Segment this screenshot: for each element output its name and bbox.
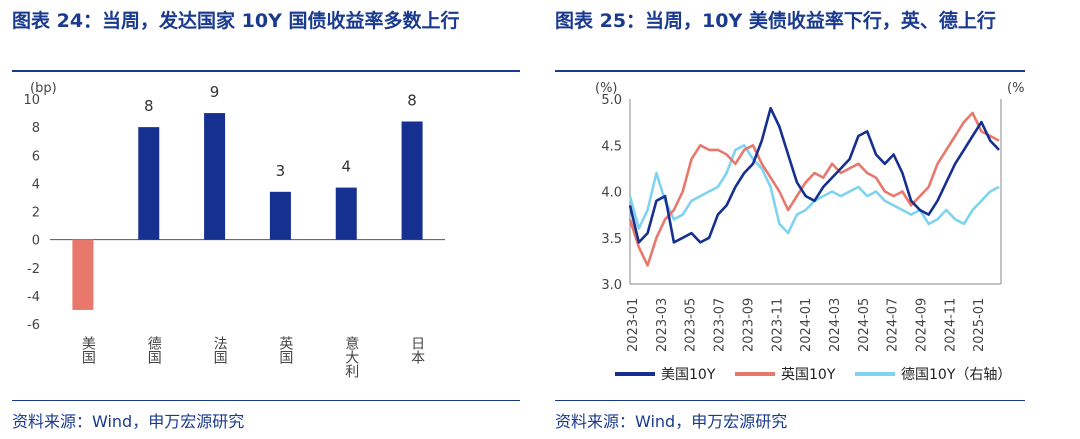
- right-source-note: 资料来源：Wind，申万宏源研究: [555, 412, 788, 431]
- y-tick-label: -2: [27, 262, 40, 277]
- y-tick-label: 6: [32, 149, 40, 164]
- x-category-label: 意大利: [343, 335, 359, 378]
- y-axis-unit-left: (%): [595, 81, 618, 96]
- bar-data-label: 8: [407, 92, 417, 110]
- bar-data-label: 9: [210, 83, 220, 101]
- y-tick-label: 5.0: [601, 93, 622, 108]
- x-category-label: 美国: [80, 336, 96, 364]
- legend-label: 美国10Y: [661, 367, 716, 383]
- x-tick-label: 2023-03: [655, 298, 670, 352]
- bar-data-label: 4: [341, 158, 351, 176]
- bar-data-label: 3: [276, 162, 286, 180]
- x-tick-label: 2024-07: [886, 298, 901, 352]
- x-tick-label: 2023-09: [741, 298, 756, 352]
- x-category-label: 德国: [146, 336, 162, 364]
- bar: [138, 127, 160, 240]
- x-tick-label: 2024-05: [857, 298, 872, 352]
- bar: [204, 113, 226, 240]
- left-chart-title: 图表 24：当周，发达国家 10Y 国债收益率多数上行: [12, 10, 460, 32]
- right-title-rule: [555, 70, 1025, 72]
- series-line: [628, 111, 1000, 267]
- x-category-label: 日本: [409, 336, 425, 364]
- left-source-rule: [12, 400, 520, 401]
- x-tick-label: 2023-01: [626, 298, 641, 352]
- x-category-label: 英国: [277, 335, 293, 364]
- x-tick-label: 2025-01: [972, 298, 987, 352]
- x-category-label: 法国: [212, 336, 228, 364]
- x-tick-label: 2024-01: [799, 298, 814, 352]
- bar-data-label: 8: [144, 97, 154, 115]
- y-tick-label: 2: [32, 206, 40, 221]
- series-line: [628, 106, 1000, 244]
- y-tick-label: 4.5: [601, 139, 622, 154]
- left-panel: 图表 24：当周，发达国家 10Y 国债收益率多数上行 (bp) -6 -4 -2 0 2…: [0, 0, 530, 439]
- legend-label: 英国10Y: [781, 366, 836, 383]
- y-tick-label: 3.5: [601, 232, 622, 247]
- bar: [269, 191, 291, 240]
- y-tick-label: -4: [27, 290, 40, 305]
- y-axis-unit: (bp): [30, 81, 57, 96]
- y-tick-label: 4.0: [601, 186, 622, 201]
- bar-chart: (bp) -6 -4 -2 0 2 4 6 8 10 美国 8 德国 9 法国 3 英国 4 意大利 8 日本: [23, 81, 445, 378]
- x-tick-label: 2024-11: [943, 298, 958, 352]
- x-tick-label: 2023-07: [713, 298, 728, 352]
- y-tick-label: -6: [27, 318, 40, 333]
- right-source-rule: [555, 400, 1025, 401]
- x-tick-label: 2023-11: [770, 298, 785, 352]
- x-tick-label: 2023-05: [684, 298, 699, 352]
- y-axis-unit-right: (%: [1007, 81, 1024, 96]
- y-tick-label: 10: [23, 93, 40, 108]
- y-tick-label: 4: [32, 177, 40, 192]
- right-chart-title: 图表 25：当周，10Y 美债收益率下行，英、德上行: [555, 10, 996, 32]
- right-panel: 图表 25：当周，10Y 美债收益率下行，英、德上行 (%) (% 3.0 3.5 4.…: [555, 0, 1080, 439]
- y-tick-label: 3.0: [601, 278, 622, 293]
- left-source-note: 资料来源：Wind，申万宏源研究: [12, 412, 245, 431]
- left-title-rule: [12, 70, 520, 72]
- x-tick-label: 2024-03: [828, 298, 843, 352]
- line-chart: (%) (% 3.0 3.5 4.0 4.5 5.0 2023-01 2023-03 2023-0…: [595, 81, 1024, 383]
- bar: [401, 121, 423, 240]
- legend-label: 德国10Y（右轴）: [901, 367, 1011, 383]
- y-tick-label: 8: [32, 121, 40, 136]
- bar: [335, 187, 357, 240]
- bar: [72, 239, 94, 310]
- x-tick-label: 2024-09: [915, 298, 930, 352]
- y-tick-label: 0: [32, 234, 40, 249]
